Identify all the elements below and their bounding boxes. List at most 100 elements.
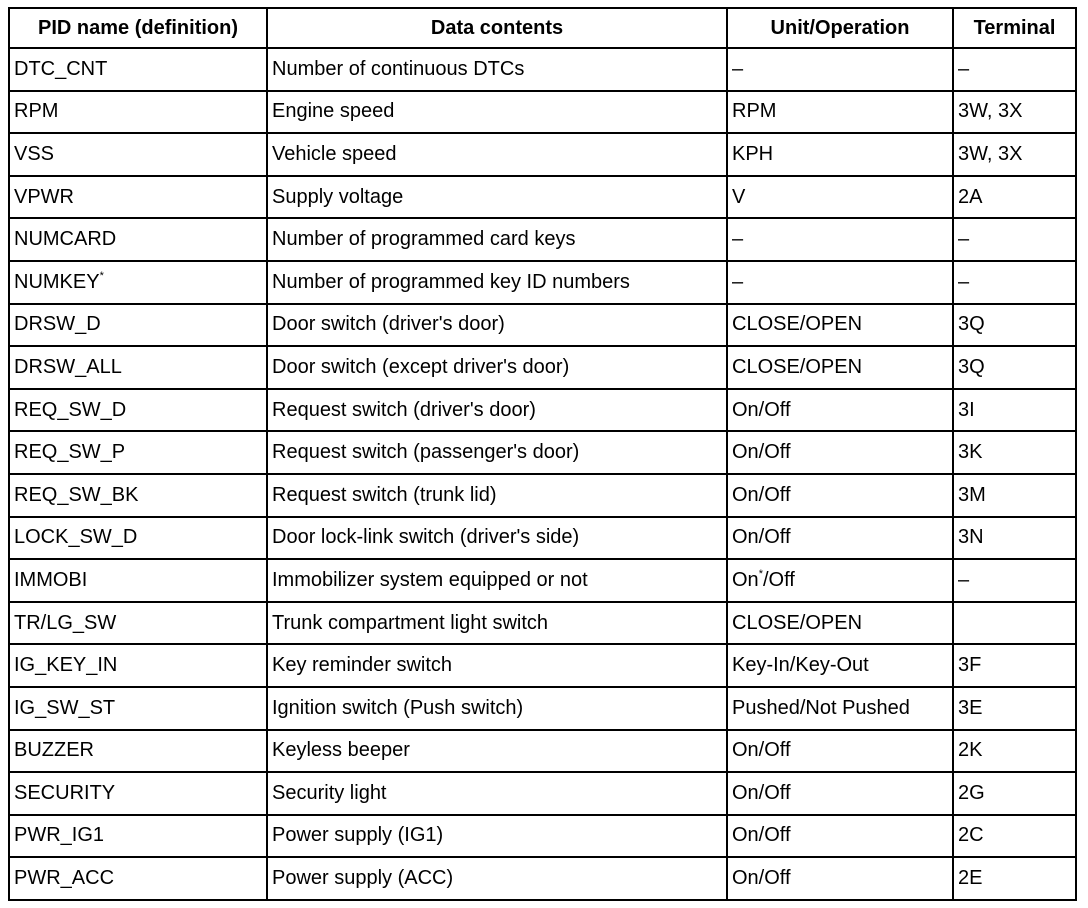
table-cell: On/Off <box>726 472 954 518</box>
table-cell: Door lock-link switch (driver's side) <box>266 515 728 561</box>
table-row: VSS Vehicle speed KPH 3W, 3X <box>8 132 1077 177</box>
table-row: NUMCARD Number of programmed card keys – – <box>8 217 1077 262</box>
table-cell: Request switch (driver's door) <box>266 387 728 433</box>
header-cell: Terminal <box>952 7 1077 49</box>
table-cell: Trunk compartment light switch <box>266 600 728 646</box>
table-cell: On/Off <box>726 430 954 475</box>
table-cell: On/Off <box>726 387 954 433</box>
table-cell: Ignition switch (Push switch) <box>266 685 728 731</box>
table-row: IG_SW_ST Ignition switch (Push switch) Pus… <box>8 685 1077 731</box>
table-cell: 3F <box>952 643 1077 688</box>
table-cell: REQ_SW_D <box>8 387 268 433</box>
table-cell: CLOSE/OPEN <box>726 600 954 646</box>
header-cell: Data contents <box>266 7 728 49</box>
table-cell: CLOSE/OPEN <box>726 345 954 390</box>
table-row: REQ_SW_BK Request switch (trunk lid) On/Of… <box>8 472 1077 518</box>
table-row: DRSW_D Door switch (driver's door) CLOSE/O… <box>8 302 1077 348</box>
table-cell: On/Off <box>726 771 954 816</box>
table-cell: Door switch (driver's door) <box>266 302 728 348</box>
table-cell: VSS <box>8 132 268 177</box>
table-row: LOCK_SW_D Door lock-link switch (driver's… <box>8 515 1077 561</box>
table-cell: 3E <box>952 685 1077 731</box>
table-cell: On/Off <box>726 515 954 561</box>
table-row: TR/LG_SW Trunk compartment light switch CL… <box>8 600 1077 646</box>
table-cell: LOCK_SW_D <box>8 515 268 561</box>
table-cell: Request switch (trunk lid) <box>266 472 728 518</box>
table-cell: NUMKEY* <box>8 259 268 305</box>
table-row: PWR_IG1 Power supply (IG1) On/Off 2C <box>8 813 1077 859</box>
table-row: PWR_ACC Power supply (ACC) On/Off 2E <box>8 856 1077 901</box>
table-cell: – <box>726 217 954 262</box>
table-cell: Number of continuous DTCs <box>266 47 728 92</box>
pid-table: PID name (definition) Data contents Unit/O… <box>8 7 1077 901</box>
table-cell: DTC_CNT <box>8 47 268 92</box>
table-cell: NUMCARD <box>8 217 268 262</box>
table-cell: Door switch (except driver's door) <box>266 345 728 390</box>
table-cell: 3W, 3X <box>952 132 1077 177</box>
table-cell: Number of programmed key ID numbers <box>266 259 728 305</box>
cell-text: /Off <box>762 568 795 591</box>
table-cell: KPH <box>726 132 954 177</box>
table-row: IG_KEY_IN Key reminder switch Key-In/Key-O… <box>8 643 1077 688</box>
table-cell: – <box>726 259 954 305</box>
table-cell: Request switch (passenger's door) <box>266 430 728 475</box>
table-cell: PWR_IG1 <box>8 813 268 859</box>
table-cell: BUZZER <box>8 728 268 774</box>
superscript: * <box>99 269 104 282</box>
table-cell: – <box>952 47 1077 92</box>
table-cell: IG_KEY_IN <box>8 643 268 688</box>
cell-text: NUMKEY <box>14 270 100 293</box>
table-cell: 2A <box>952 174 1077 220</box>
superscript: * <box>758 567 763 580</box>
cell-text: On <box>732 568 759 591</box>
table-cell: IMMOBI <box>8 558 268 603</box>
table-cell: 3Q <box>952 345 1077 390</box>
table-row: REQ_SW_P Request switch (passenger's door… <box>8 430 1077 475</box>
table-cell: – <box>952 259 1077 305</box>
table-cell: Key-In/Key-Out <box>726 643 954 688</box>
table-row: IMMOBI Immobilizer system equipped or not… <box>8 558 1077 603</box>
table-row: DTC_CNT Number of continuous DTCs – – <box>8 47 1077 92</box>
table-cell: Power supply (ACC) <box>266 856 728 901</box>
table-row: RPM Engine speed RPM 3W, 3X <box>8 89 1077 135</box>
header-row: PID name (definition) Data contents Unit/O… <box>8 7 1077 49</box>
table-cell: Security light <box>266 771 728 816</box>
table-cell: 2C <box>952 813 1077 859</box>
header-cell: Unit/Operation <box>726 7 954 49</box>
table-row: VPWR Supply voltage V 2A <box>8 174 1077 220</box>
table-cell: On/Off <box>726 856 954 901</box>
table-cell: Immobilizer system equipped or not <box>266 558 728 603</box>
table-cell: Pushed/Not Pushed <box>726 685 954 731</box>
table-cell: Key reminder switch <box>266 643 728 688</box>
table-cell: V <box>726 174 954 220</box>
table-row: REQ_SW_D Request switch (driver's door) On… <box>8 387 1077 433</box>
table-cell: RPM <box>726 89 954 135</box>
table-cell: – <box>952 558 1077 603</box>
table-row: SECURITY Security light On/Off 2G <box>8 771 1077 816</box>
table-cell: DRSW_D <box>8 302 268 348</box>
table-row: BUZZER Keyless beeper On/Off 2K <box>8 728 1077 774</box>
table-cell: RPM <box>8 89 268 135</box>
table-cell: DRSW_ALL <box>8 345 268 390</box>
table-cell: IG_SW_ST <box>8 685 268 731</box>
table-header: PID name (definition) Data contents Unit/O… <box>8 7 1077 49</box>
table-cell: – <box>726 47 954 92</box>
table-cell: 3M <box>952 472 1077 518</box>
table-cell: 3Q <box>952 302 1077 348</box>
table-row: NUMKEY* Number of programmed key ID numbe… <box>8 259 1077 305</box>
table-cell: Engine speed <box>266 89 728 135</box>
table-cell: CLOSE/OPEN <box>726 302 954 348</box>
table-body: DTC_CNT Number of continuous DTCs – – RPM Eng… <box>8 47 1077 901</box>
table-cell: 3I <box>952 387 1077 433</box>
table-cell: Keyless beeper <box>266 728 728 774</box>
table-row: DRSW_ALL Door switch (except driver's doo… <box>8 345 1077 390</box>
table-cell: Power supply (IG1) <box>266 813 728 859</box>
header-cell: PID name (definition) <box>8 7 268 49</box>
table-cell: 2E <box>952 856 1077 901</box>
table-cell: Supply voltage <box>266 174 728 220</box>
table-cell: 3W, 3X <box>952 89 1077 135</box>
table-cell: On/Off <box>726 813 954 859</box>
table-cell: Vehicle speed <box>266 132 728 177</box>
table-cell: Number of programmed card keys <box>266 217 728 262</box>
